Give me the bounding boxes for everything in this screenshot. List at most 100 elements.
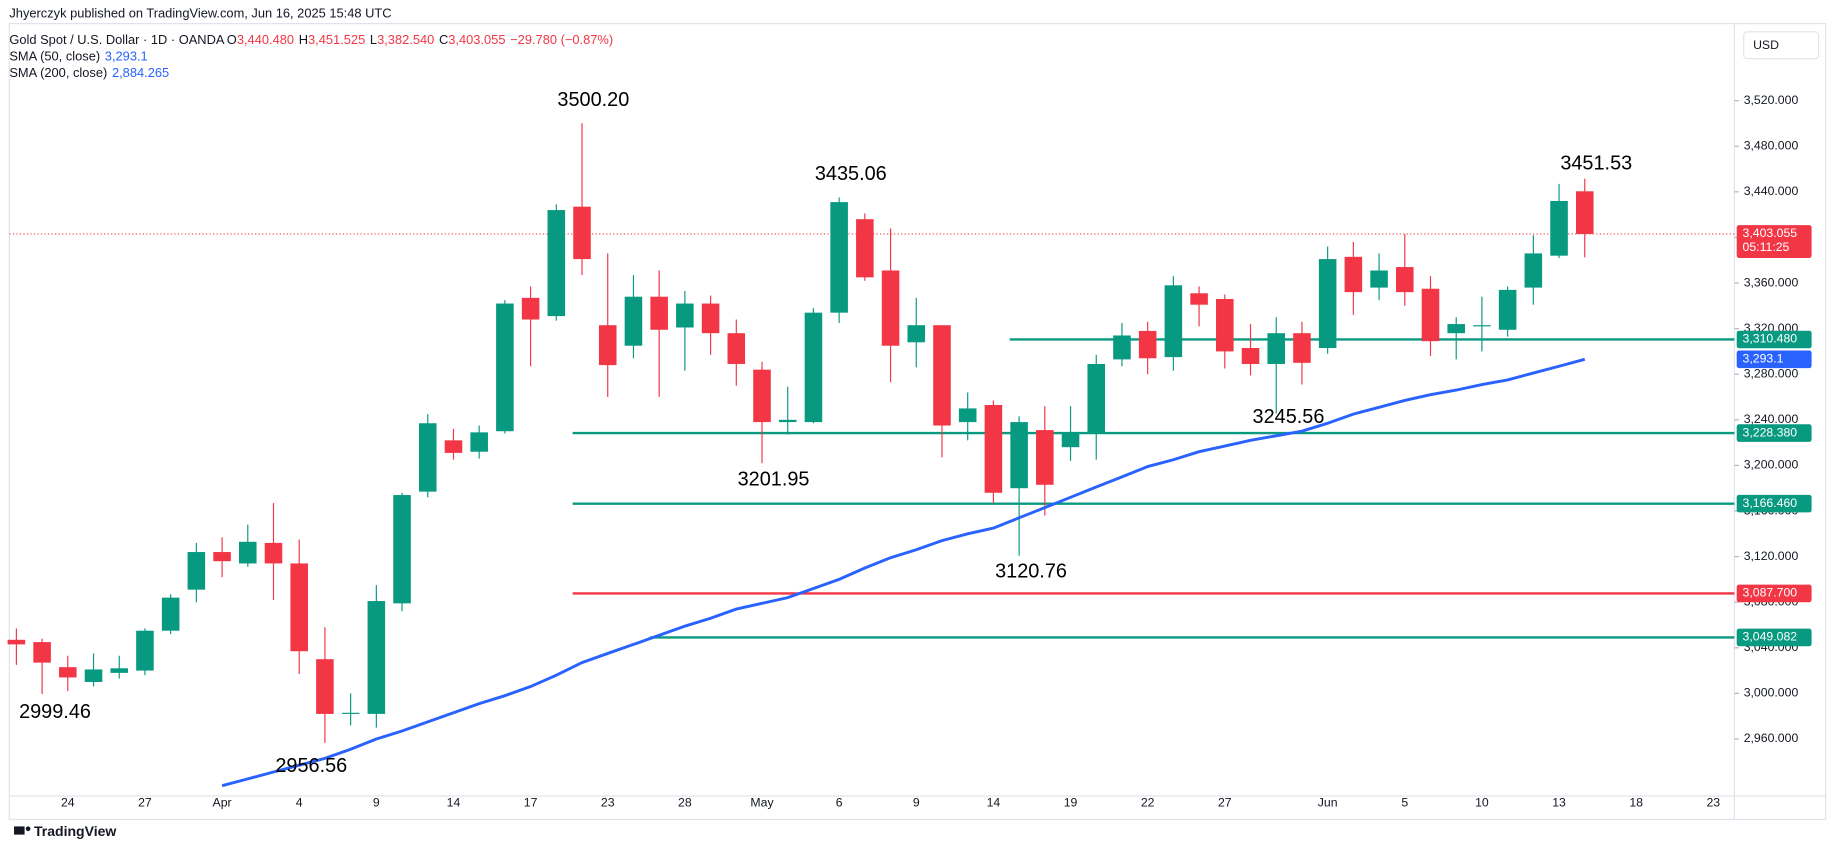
level-label: 3,166.460 <box>1743 496 1798 510</box>
candle-body <box>290 563 308 652</box>
annotation: 3120.76 <box>995 561 1067 583</box>
candle-body <box>958 408 977 423</box>
change: −29.780 (−0.87%) <box>510 33 613 48</box>
y-tick-label: 3,200.000 <box>1744 458 1799 472</box>
x-tick-label: 17 <box>524 795 538 809</box>
candle-body <box>1396 267 1414 293</box>
annotation: 3500.20 <box>557 89 629 111</box>
candle-body <box>33 642 51 663</box>
candle-body <box>1421 288 1440 342</box>
candle-body <box>1190 293 1208 305</box>
level-label: 3,310.480 <box>1743 332 1798 346</box>
candle-body <box>521 297 540 320</box>
candle-body <box>1241 348 1260 364</box>
x-tick-label: 9 <box>913 795 920 809</box>
ohlc-key: O <box>227 33 237 48</box>
x-tick-label: 27 <box>138 795 152 809</box>
x-tick-label: 10 <box>1475 795 1489 809</box>
annotation: 2956.56 <box>275 755 347 777</box>
candle-body <box>1164 285 1183 358</box>
symbol: Gold Spot / U.S. Dollar · 1D · OANDA <box>9 33 225 48</box>
ohlc-key: C <box>439 33 448 48</box>
candle-body <box>161 597 180 631</box>
candle-body <box>624 296 643 346</box>
candle-body <box>1524 253 1543 288</box>
footer-logo: TradingView <box>14 823 116 839</box>
level-label-bg <box>1736 628 1812 647</box>
last-price-label: 3,403.055 <box>1743 226 1798 240</box>
candle-body <box>1216 298 1234 352</box>
countdown: 05:11:25 <box>1743 240 1790 254</box>
candle-body <box>341 712 360 714</box>
x-tick-label: Apr <box>213 795 232 809</box>
last-price-label-bg <box>1736 225 1812 258</box>
candle-body <box>676 303 694 328</box>
candle-body <box>7 639 26 645</box>
ohlc-value: 3,403.055 <box>448 33 505 48</box>
ohlc-key: L <box>370 33 377 48</box>
annotation: 3451.53 <box>1560 152 1632 174</box>
x-tick-label: May <box>750 795 774 809</box>
x-tick-label: 19 <box>1064 795 1078 809</box>
candle-body <box>1113 335 1131 360</box>
indicator: SMA (200, close) 2,884.265 <box>9 65 169 80</box>
level-label: 3,049.082 <box>1743 630 1798 644</box>
sma-label: 3,293.1 <box>1743 352 1784 366</box>
candle-body <box>830 202 848 313</box>
candle-body <box>984 404 1003 493</box>
candle-body <box>650 296 668 330</box>
x-tick-label: Jun <box>1318 795 1338 809</box>
candle-body <box>187 552 206 590</box>
x-tick-label: 14 <box>987 795 1001 809</box>
level-label-bg <box>1736 424 1812 442</box>
x-tick-label: 13 <box>1552 795 1566 809</box>
candle-body <box>367 601 386 714</box>
x-tick-label: 18 <box>1629 795 1643 809</box>
candle-body <box>59 667 77 678</box>
sma-line <box>221 357 1586 788</box>
ohlc-value: 3,451.525 <box>308 33 365 48</box>
annotation: 3201.95 <box>738 468 810 490</box>
publisher: Jhyerczyk published on TradingView.com, … <box>9 6 391 21</box>
candle-body <box>136 630 154 671</box>
y-tick-label: 3,480.000 <box>1744 138 1799 152</box>
candle-body <box>804 312 823 423</box>
x-tick-label: 9 <box>373 795 380 809</box>
y-tick-label: 3,240.000 <box>1744 412 1799 426</box>
logo-mark <box>14 826 25 835</box>
candle-body <box>598 325 617 366</box>
x-tick-label: 23 <box>601 795 615 809</box>
level-label-bg <box>1736 330 1812 349</box>
candle-body <box>418 423 437 492</box>
candle-body <box>1370 270 1388 288</box>
candle-body <box>110 668 129 673</box>
ohlc-value: 3,382.540 <box>377 33 434 48</box>
y-tick-label: 3,360.000 <box>1744 275 1799 289</box>
y-tick-label: 3,280.000 <box>1744 366 1799 380</box>
x-tick-label: 28 <box>678 795 692 809</box>
level-label: 3,228.380 <box>1743 425 1798 439</box>
x-tick-label: 23 <box>1706 795 1720 809</box>
sma-label-bg <box>1736 350 1812 369</box>
x-tick-label: 27 <box>1218 795 1232 809</box>
candle-body <box>1010 422 1028 489</box>
candle-body <box>84 669 103 682</box>
y-tick-label: 3,520.000 <box>1744 93 1799 107</box>
currency-box[interactable] <box>1743 31 1820 60</box>
candle-body <box>1138 330 1157 359</box>
annotation: 2999.46 <box>19 701 91 723</box>
ohlc-key: H <box>299 33 308 48</box>
x-tick-label: 22 <box>1141 795 1155 809</box>
x-tick-label: 5 <box>1401 795 1408 809</box>
candle-body <box>1293 333 1311 363</box>
annotation: 3435.06 <box>815 163 887 185</box>
frame <box>8 23 1827 820</box>
legend-title: Gold Spot / U.S. Dollar · 1D · OANDA O 3,4… <box>9 33 613 48</box>
x-tick-label: 4 <box>296 795 303 809</box>
candle-body <box>856 219 874 278</box>
logo-dot <box>25 826 31 832</box>
level-label-bg <box>1736 584 1812 603</box>
candle-body <box>239 541 257 564</box>
